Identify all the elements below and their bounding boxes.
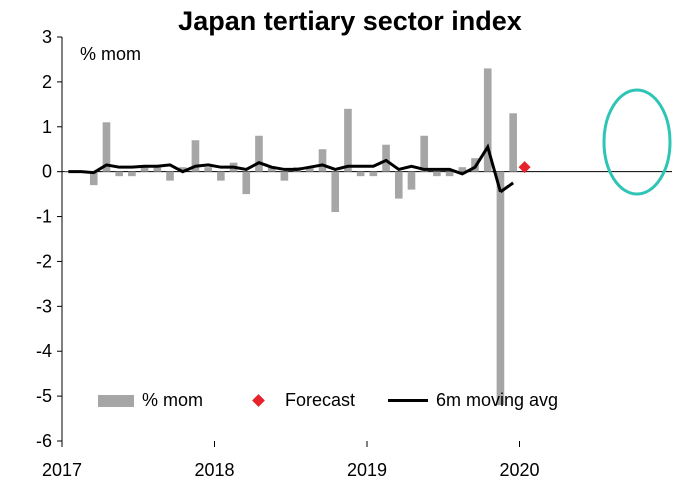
- legend-label-moving-avg: 6m moving avg: [436, 390, 559, 410]
- legend-label-forecast: Forecast: [285, 390, 356, 410]
- y-tick-label: -5: [36, 386, 52, 406]
- bar-mom: [178, 167, 187, 172]
- x-tick-label: 2019: [347, 460, 387, 480]
- forecast-marker: [518, 161, 531, 174]
- legend-item-forecast: Forecast: [250, 390, 355, 411]
- bar-mom: [344, 108, 352, 172]
- bar-mom: [115, 171, 123, 177]
- x-tick-label: 2020: [499, 460, 539, 480]
- legend-label-mom: % mom: [142, 390, 204, 410]
- bar-mom: [166, 171, 174, 181]
- bar-mom: [509, 113, 517, 172]
- bar-mom: [433, 171, 441, 177]
- y-tick-label: -1: [36, 207, 52, 227]
- bar-mom: [382, 144, 390, 172]
- bar-mom: [102, 122, 111, 172]
- bar-mom: [267, 167, 276, 172]
- bar-mom: [89, 171, 98, 186]
- y-unit-label: % mom: [80, 44, 142, 64]
- y-tick-label: -3: [36, 296, 52, 316]
- bar-mom: [191, 140, 200, 172]
- highlight-ellipse: [602, 88, 672, 196]
- bar-mom: [445, 171, 454, 177]
- bar-mom: [483, 68, 492, 172]
- bar-mom: [242, 171, 251, 195]
- y-tick-label: 0: [42, 162, 52, 182]
- bar-mom: [420, 135, 428, 172]
- bar-mom: [306, 167, 314, 172]
- bar-mom: [496, 171, 505, 406]
- bar-mom: [369, 171, 378, 177]
- moving-avg-line-tail: [499, 181, 515, 194]
- bar-mom: [331, 171, 340, 213]
- y-tick-label: 1: [42, 117, 52, 137]
- legend-item-moving-avg: 6m moving avg: [388, 390, 558, 411]
- bar-mom: [153, 167, 162, 172]
- bar-mom: [318, 149, 327, 172]
- x-tick-label: 2017: [42, 460, 82, 480]
- legend-swatch-bar: [98, 394, 134, 407]
- y-tick-label: -2: [36, 251, 52, 271]
- legend-item-mom: % mom: [98, 390, 203, 411]
- chart-title: Japan tertiary sector index: [178, 6, 522, 36]
- bar-mom: [128, 171, 136, 177]
- y-tick-label: 3: [42, 27, 52, 47]
- x-tick-label: 2018: [194, 460, 234, 480]
- moving-avg-line: [68, 143, 502, 193]
- legend-swatch-line: [388, 399, 428, 402]
- bar-mom: [255, 135, 263, 172]
- bar-mom: [356, 171, 365, 177]
- y-tick-label: 2: [42, 72, 52, 92]
- y-tick-label: -4: [36, 341, 52, 361]
- bar-mom: [217, 171, 225, 181]
- legend-swatch-diamond: [252, 394, 265, 407]
- bar-mom: [458, 167, 467, 172]
- bar-mom: [140, 167, 149, 172]
- bar-mom: [394, 171, 403, 199]
- y-tick-label: -6: [36, 431, 52, 451]
- bar-mom: [407, 171, 416, 190]
- bar-mom: [204, 167, 212, 172]
- bar-mom: [280, 171, 289, 181]
